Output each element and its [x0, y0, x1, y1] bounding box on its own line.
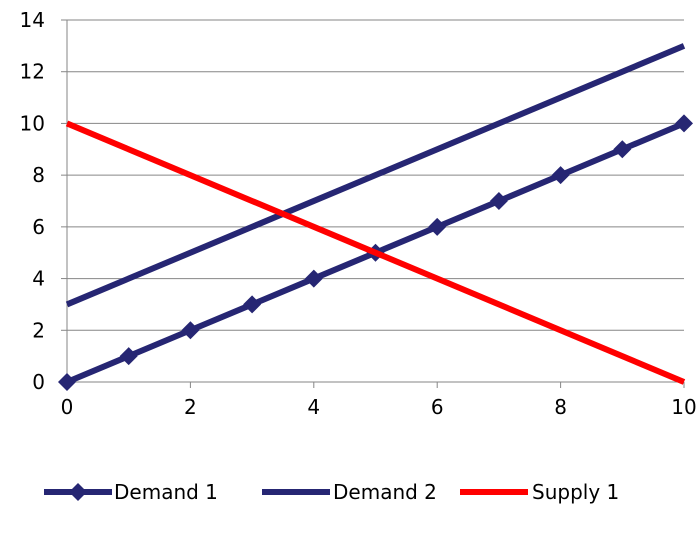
legend-item-demand-1: Demand 1: [44, 480, 218, 504]
data-point-marker: [58, 373, 76, 391]
data-point-marker: [675, 114, 693, 133]
x-tick-label: 4: [307, 395, 320, 419]
data-point-marker: [551, 166, 570, 185]
series-supply-1: [65, 120, 686, 385]
data-point-marker: [489, 192, 508, 210]
y-tick-label: 0: [32, 370, 45, 394]
y-tick-label: 8: [32, 163, 45, 187]
legend-label: Demand 2: [333, 480, 437, 504]
series-line: [65, 120, 686, 385]
y-tick-label: 14: [20, 8, 45, 32]
y-tick-label: 12: [20, 60, 45, 84]
series-demand-2: [65, 43, 686, 308]
data-point-marker: [119, 347, 138, 366]
legend-item-demand-2: Demand 2: [262, 480, 437, 504]
y-tick-label: 10: [20, 111, 45, 135]
x-tick-label: 6: [431, 395, 444, 419]
x-tick-label: 8: [554, 395, 567, 419]
legend-label: Demand 1: [114, 480, 218, 504]
data-point-marker: [243, 295, 262, 314]
data-point-marker: [181, 321, 200, 340]
legend-label: Supply 1: [532, 480, 619, 504]
gridlines: [67, 19, 684, 331]
legend-marker: [69, 483, 87, 501]
data-point-marker: [428, 217, 447, 236]
legend-item-supply-1: Supply 1: [460, 480, 619, 504]
legend: Demand 1 Demand 2 Supply 1: [44, 480, 619, 504]
plot-area: [58, 43, 693, 391]
series-line: [65, 43, 686, 308]
x-tick-label: 0: [61, 395, 74, 419]
axes: [61, 19, 685, 388]
x-tick-label: 10: [671, 395, 696, 419]
data-point-marker: [613, 140, 632, 159]
y-tick-label: 4: [32, 267, 45, 291]
tick-labels: 0 2 4 6 8 10 12 14 0 2 4 6 8 10: [20, 8, 697, 419]
y-tick-label: 2: [32, 318, 45, 342]
data-point-marker: [304, 269, 323, 288]
y-tick-label: 6: [32, 215, 45, 239]
x-tick-label: 2: [184, 395, 197, 419]
